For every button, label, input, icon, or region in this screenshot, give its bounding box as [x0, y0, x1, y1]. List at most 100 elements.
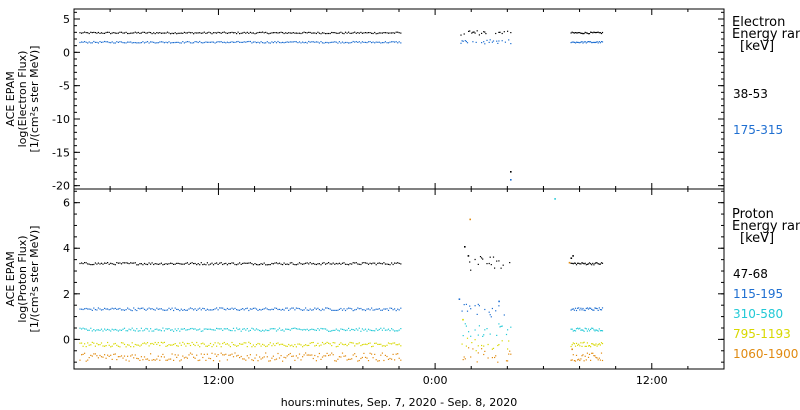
- data-point: [226, 343, 228, 345]
- data-point: [153, 330, 155, 332]
- data-point: [397, 31, 399, 33]
- data-point: [111, 32, 113, 34]
- data-point: [125, 330, 127, 332]
- proton-legend-title: [keV]: [740, 231, 774, 246]
- data-point: [489, 314, 491, 316]
- data-point: [587, 41, 590, 43]
- data-point: [185, 309, 187, 311]
- data-point: [344, 309, 347, 312]
- data-point: [110, 262, 112, 264]
- data-point: [191, 32, 193, 34]
- data-point: [180, 42, 182, 44]
- data-point: [361, 344, 363, 346]
- data-point: [177, 262, 179, 264]
- data-point: [174, 343, 176, 345]
- data-point: [260, 41, 262, 43]
- data-point: [142, 359, 144, 361]
- data-point: [79, 342, 81, 344]
- data-point: [128, 328, 130, 330]
- data-point: [337, 42, 339, 44]
- data-point: [377, 329, 379, 331]
- data-point: [219, 262, 221, 264]
- data-point: [582, 33, 584, 35]
- data-point: [226, 41, 228, 43]
- data-point: [348, 307, 350, 309]
- data-point: [262, 343, 264, 345]
- data-point: [111, 307, 113, 309]
- data-point: [302, 356, 304, 358]
- data-point: [179, 42, 181, 44]
- data-point: [595, 307, 597, 309]
- data-point: [386, 344, 388, 346]
- data-point: [140, 42, 142, 44]
- data-point: [185, 32, 187, 34]
- data-point: [220, 262, 222, 264]
- data-point: [275, 307, 278, 309]
- data-point: [498, 40, 500, 42]
- data-point: [297, 307, 299, 309]
- data-point: [259, 308, 261, 311]
- data-point: [94, 309, 96, 311]
- data-point: [160, 32, 162, 34]
- data-point: [391, 328, 393, 330]
- data-point: [483, 334, 485, 336]
- data-point: [300, 32, 302, 35]
- data-point: [188, 31, 190, 33]
- data-point: [317, 31, 319, 33]
- data-point: [372, 330, 374, 332]
- data-point: [269, 342, 271, 344]
- data-point: [464, 358, 466, 360]
- data-point: [116, 41, 118, 43]
- data-point: [363, 352, 365, 354]
- data-point: [153, 359, 155, 361]
- series-38-53: [79, 30, 604, 173]
- data-point: [320, 344, 322, 346]
- data-point: [231, 353, 233, 355]
- data-point: [185, 329, 187, 331]
- data-point: [265, 307, 267, 309]
- data-point: [575, 328, 578, 330]
- data-point: [486, 39, 488, 41]
- data-point: [214, 42, 216, 44]
- data-point: [108, 263, 110, 265]
- data-point: [217, 354, 219, 356]
- data-point: [323, 309, 325, 311]
- data-point: [317, 263, 319, 265]
- data-point: [323, 262, 325, 264]
- data-point: [577, 41, 579, 43]
- data-point: [182, 309, 184, 311]
- data-point: [137, 307, 139, 309]
- data-point: [182, 341, 184, 343]
- data-point: [94, 353, 96, 355]
- data-point: [116, 344, 118, 346]
- data-point: [111, 358, 113, 360]
- data-point: [93, 307, 95, 309]
- data-point: [252, 359, 254, 362]
- data-point: [133, 32, 135, 34]
- data-point: [242, 262, 244, 265]
- data-point: [245, 262, 247, 264]
- data-point: [289, 308, 291, 310]
- data-point: [582, 42, 584, 44]
- data-point: [366, 330, 368, 332]
- data-point: [219, 41, 221, 43]
- data-point: [375, 33, 377, 35]
- data-point: [223, 341, 225, 344]
- channel-label-175-315: 175-315: [733, 123, 783, 137]
- data-point: [229, 308, 231, 310]
- data-point: [472, 348, 474, 350]
- proton-legend-title: Proton: [732, 207, 774, 222]
- data-point: [154, 33, 156, 35]
- data-point: [82, 308, 84, 311]
- data-point: [236, 33, 238, 35]
- data-point: [389, 32, 391, 34]
- data-point: [171, 307, 173, 309]
- data-point: [306, 32, 308, 34]
- data-point: [574, 330, 577, 332]
- data-point: [127, 307, 129, 309]
- data-point: [497, 361, 499, 363]
- data-point: [260, 309, 262, 311]
- data-point: [474, 258, 476, 261]
- data-point: [596, 31, 598, 33]
